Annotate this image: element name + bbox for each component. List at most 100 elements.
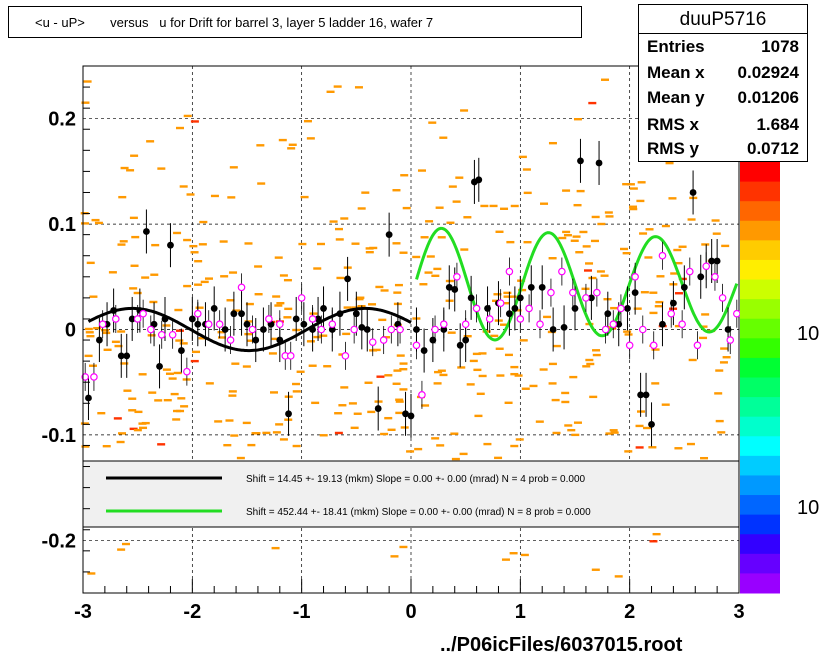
palette-cell	[740, 318, 780, 339]
hist-cell	[588, 101, 597, 105]
open-point	[525, 304, 533, 313]
mean-point	[462, 336, 470, 344]
x-tick-label: 3	[733, 601, 744, 623]
mean-point	[467, 294, 475, 302]
hist-cell	[118, 195, 127, 199]
open-point	[593, 288, 601, 297]
hist-cell	[590, 239, 599, 243]
hist-cell	[128, 397, 137, 400]
hist-cell	[459, 452, 468, 456]
open-point	[146, 325, 155, 334]
hist-cell	[292, 382, 301, 386]
mean-point	[456, 341, 464, 349]
hist-cell	[522, 168, 531, 171]
hist-cell	[200, 280, 209, 284]
hist-cell	[102, 331, 111, 335]
hist-cell	[402, 206, 411, 210]
hist-cell	[610, 306, 619, 310]
hist-cell	[501, 558, 510, 561]
fit-legend: Shift = 14.45 +- 19.13 (mkm) Slope = 0.0…	[82, 460, 740, 528]
hist-cell	[573, 421, 582, 424]
hist-cell	[126, 169, 135, 172]
mean-point	[352, 310, 360, 318]
hist-cell	[460, 109, 469, 112]
mean-point	[511, 305, 519, 312]
hist-cell	[463, 334, 472, 338]
hist-cell	[175, 126, 184, 130]
axes: -3 -2 -1 0 1 2 3 0.2 0.1 0 -0.1 -0.2	[42, 65, 745, 623]
hist-cell	[614, 575, 623, 578]
hist-cell	[661, 403, 670, 406]
hist-cell	[133, 291, 142, 295]
open-point	[485, 315, 494, 323]
y-tick-label: 0.2	[48, 109, 76, 131]
hist-cell	[117, 330, 126, 333]
hist-cell	[552, 431, 561, 435]
hist-cell	[551, 398, 560, 402]
hist-cell	[629, 187, 638, 190]
palette-cell	[740, 338, 780, 359]
x-tick-label: 0	[405, 601, 416, 623]
hist-cell	[656, 275, 665, 278]
hist-cell	[476, 392, 485, 396]
hist-cell	[561, 391, 570, 395]
mean-point	[527, 283, 535, 291]
palette-cell	[740, 279, 780, 300]
hist-cell	[515, 438, 524, 441]
hist-cell	[644, 256, 653, 259]
hist-cell	[81, 445, 90, 448]
hist-cell	[510, 444, 519, 448]
stats-value: 0.0712	[747, 139, 799, 158]
open-point	[412, 341, 421, 350]
hist-cell	[399, 368, 408, 371]
hist-cell	[518, 155, 527, 159]
hist-cell	[190, 251, 199, 254]
x-tick-label: -1	[293, 601, 311, 623]
hist-cell	[225, 419, 234, 422]
hist-cell	[336, 276, 345, 280]
mean-point	[571, 305, 579, 312]
hist-cell	[323, 365, 332, 368]
hist-cell	[539, 368, 548, 371]
hist-cell	[387, 428, 396, 431]
mean-point	[276, 336, 284, 344]
hist-cell	[231, 362, 240, 365]
hist-cell	[635, 424, 644, 428]
mean-point	[221, 326, 229, 333]
hist-cell	[592, 353, 601, 357]
hist-cell	[567, 428, 576, 432]
open-point	[733, 309, 741, 318]
hist-cell	[393, 291, 402, 294]
hist-cell	[629, 205, 638, 208]
hist-cell	[223, 443, 232, 447]
hist-cell	[610, 431, 619, 434]
open-point	[183, 367, 191, 376]
hist-cell	[701, 243, 710, 246]
hist-cell	[715, 419, 724, 423]
hist-cell	[591, 568, 600, 571]
hist-cell	[195, 306, 204, 309]
hist-cell	[480, 204, 489, 208]
hist-cell	[510, 372, 519, 376]
hist-cell	[254, 265, 263, 268]
hist-cell	[714, 392, 723, 395]
hist-cell	[165, 372, 174, 375]
hist-cell	[543, 315, 552, 319]
open-point	[237, 283, 246, 292]
hist-cell	[313, 335, 322, 339]
open-point	[328, 320, 337, 329]
hist-cell	[552, 344, 561, 348]
hist-cell	[139, 426, 148, 430]
hist-cell	[292, 390, 301, 393]
hist-cell	[635, 446, 644, 449]
hist-cell	[431, 274, 440, 278]
hist-cell	[678, 245, 687, 248]
hist-cell	[582, 245, 591, 248]
title-box: <u - uP> versus u for Drift for barrel 3…	[8, 6, 582, 38]
mean-point	[648, 420, 655, 428]
hist-cell	[175, 339, 184, 342]
palette-cell	[740, 436, 780, 457]
open-point	[286, 352, 295, 360]
mean-point	[210, 305, 218, 312]
hist-cell	[421, 404, 430, 407]
